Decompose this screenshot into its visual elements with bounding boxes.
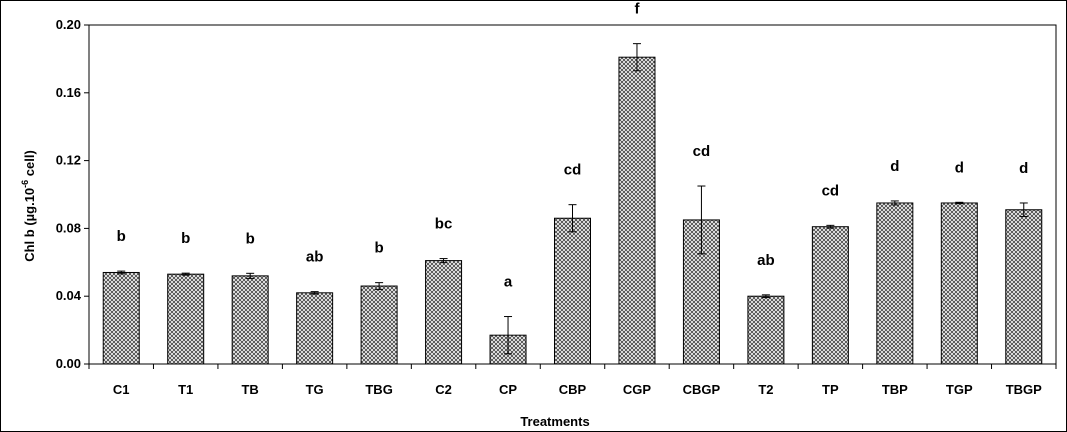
significance-label: f — [634, 1, 640, 18]
bar — [876, 202, 914, 365]
y-axis-label: Chl b (µg.10-6 cell) — [20, 150, 37, 262]
y-tick-label: 0.00 — [56, 356, 81, 371]
x-tick-label: TG — [306, 382, 324, 397]
x-tick-label: C1 — [113, 382, 130, 397]
x-tick-label: CGP — [623, 382, 652, 397]
bar — [425, 260, 463, 365]
bar — [231, 275, 269, 365]
y-axis-label-prefix: Chl b (µg.10 — [22, 188, 37, 262]
significance-label: b — [181, 230, 190, 247]
bar — [1005, 209, 1043, 365]
bar — [940, 202, 978, 365]
significance-label: cd — [693, 143, 711, 160]
bar — [811, 226, 849, 365]
significance-label: bc — [435, 216, 453, 233]
y-axis-title: Chl b (µg.10-6 cell) — [20, 150, 37, 262]
x-tick-label: TBG — [365, 382, 392, 397]
y-tick-label: 0.20 — [56, 17, 81, 32]
bar — [296, 292, 334, 365]
significance-label: ab — [306, 249, 324, 266]
bar — [102, 271, 140, 365]
bar — [167, 273, 205, 365]
x-tick-label: CP — [499, 382, 517, 397]
x-tick-label: TBGP — [1006, 382, 1042, 397]
y-tick-label: 0.16 — [56, 85, 81, 100]
y-tick-label: 0.08 — [56, 220, 81, 235]
x-tick-label: TBP — [882, 382, 908, 397]
significance-label: d — [1019, 160, 1028, 177]
significance-label: b — [375, 240, 384, 257]
significance-label: cd — [564, 162, 582, 179]
y-tick-label: 0.12 — [56, 153, 81, 168]
significance-label: cd — [822, 182, 840, 199]
significance-label: d — [955, 159, 964, 176]
x-tick-label: TB — [241, 382, 258, 397]
y-axis-label-superscript: -6 — [20, 180, 30, 188]
significance-label: a — [504, 274, 513, 291]
significance-label: b — [246, 230, 255, 247]
y-axis-label-suffix: cell) — [22, 150, 37, 180]
x-tick-label: T1 — [178, 382, 193, 397]
y-tick-label: 0.04 — [56, 288, 82, 303]
x-tick-label: T2 — [758, 382, 773, 397]
x-tick-label: C2 — [435, 382, 452, 397]
x-tick-label: TP — [822, 382, 839, 397]
bar — [360, 285, 398, 365]
x-axis-title: Treatments — [520, 414, 589, 429]
plot-area: 0.000.040.080.120.160.20C1bT1bTBbTGabTBG… — [56, 1, 1057, 397]
x-tick-label: CBGP — [683, 382, 721, 397]
bar — [618, 56, 656, 365]
x-tick-label: CBP — [559, 382, 587, 397]
x-tick-label: TGP — [946, 382, 973, 397]
significance-label: d — [890, 158, 899, 175]
bar — [747, 295, 785, 365]
bar — [554, 217, 591, 365]
significance-label: ab — [757, 252, 775, 269]
significance-label: b — [117, 228, 126, 245]
